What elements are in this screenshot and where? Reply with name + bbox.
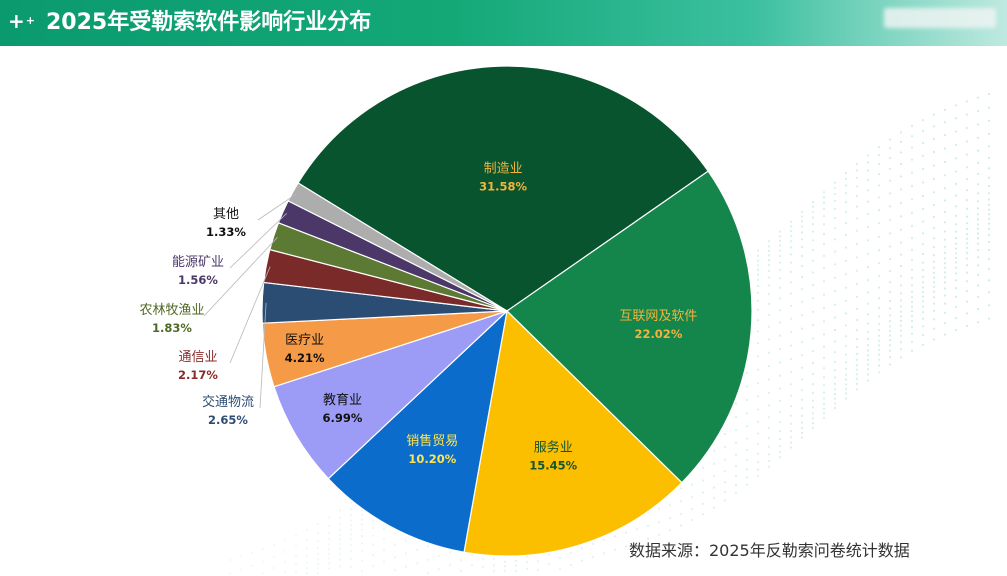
slice-value-5: 4.21% [285, 351, 325, 365]
pie-slice-10 [287, 182, 508, 312]
slice-label-7: 通信业 [178, 350, 217, 365]
slice-value-10: 1.33% [206, 225, 246, 239]
pie-slice-1 [506, 170, 753, 484]
slice-label-4: 教育业 [323, 392, 362, 408]
header-bar: ++ 2025年受勒索软件影响行业分布 [0, 0, 1007, 46]
slice-value-2: 15.45% [529, 459, 577, 473]
data-source-note: 数据来源：2025年反勒索问卷统计数据 [629, 541, 910, 560]
leader-line-8 [203, 237, 278, 317]
slice-label-9: 能源矿业 [172, 255, 224, 270]
slice-label-10: 其他 [213, 207, 239, 222]
pie-slice-0 [297, 65, 710, 312]
slice-value-1: 22.02% [634, 327, 682, 341]
plus-icon: ++ [8, 9, 35, 33]
page-title: 2025年受勒索软件影响行业分布 [46, 10, 372, 35]
slice-value-8: 1.83% [152, 321, 192, 335]
slice-value-0: 31.58% [479, 179, 527, 193]
leader-line-9 [229, 213, 287, 269]
slice-label-1: 互联网及软件 [619, 309, 697, 324]
slice-label-3: 销售贸易 [406, 433, 458, 449]
slice-label-8: 农林牧渔业 [139, 303, 204, 318]
pie-slice-2 [463, 309, 683, 557]
slice-value-3: 10.20% [408, 452, 456, 466]
slice-value-7: 2.17% [178, 368, 218, 382]
slice-label-2: 服务业 [534, 440, 573, 456]
slice-label-6: 交通物流 [202, 394, 254, 410]
slice-value-9: 1.56% [178, 273, 218, 287]
slice-value-4: 6.99% [323, 411, 363, 425]
pie-slice-3 [327, 309, 508, 553]
slice-label-0: 制造业 [484, 161, 523, 176]
pie-slice-4 [273, 310, 508, 480]
slice-label-5: 医疗业 [285, 333, 324, 348]
slice-value-6: 2.65% [208, 413, 248, 427]
blurred-logo [884, 8, 996, 28]
leader-line-10 [257, 193, 297, 221]
leader-line-6 [259, 302, 267, 409]
leader-line-7 [229, 266, 271, 364]
